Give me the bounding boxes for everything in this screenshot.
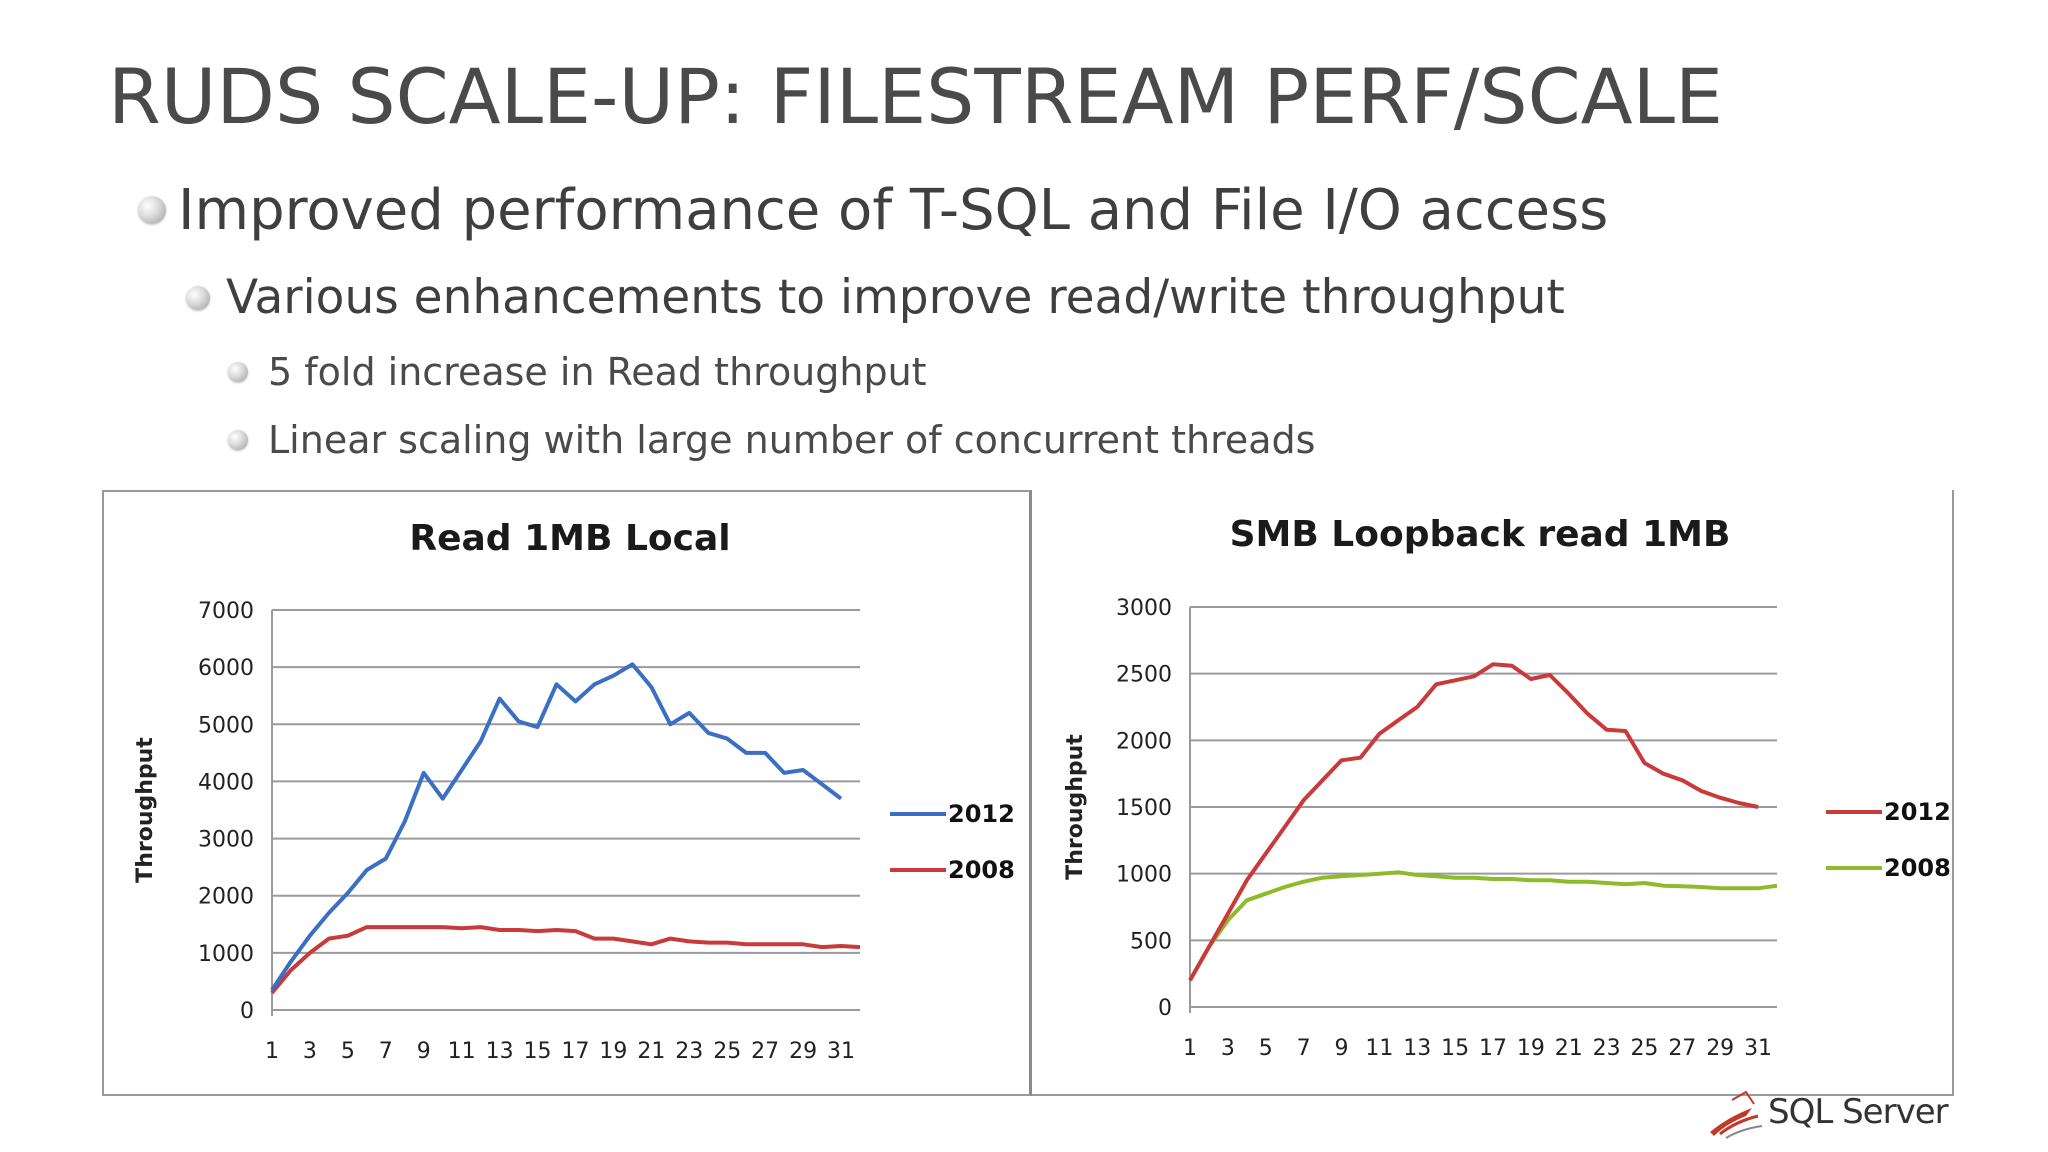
bullet-sphere-icon — [228, 362, 248, 382]
x-tick-label: 11 — [1365, 1036, 1393, 1061]
x-tick-label: 3 — [1221, 1036, 1235, 1061]
x-tick-label: 11 — [448, 1039, 476, 1064]
series-line-2008 — [270, 925, 861, 995]
legend-label-2012: 2012 — [1884, 798, 1951, 826]
series-line-2012 — [1188, 662, 1759, 982]
x-tick-label: 27 — [1668, 1036, 1696, 1061]
bullet-level-3: 5 fold increase in Read throughput — [228, 350, 927, 394]
x-tick-label: 1 — [1183, 1036, 1197, 1061]
sql-server-logo: SQL Server — [1706, 1086, 1949, 1146]
sql-server-logo-icon — [1710, 1090, 1763, 1139]
x-tick-label: 9 — [1334, 1036, 1348, 1061]
bullet-text: Improved performance of T-SQL and File I… — [178, 178, 1609, 243]
bullet-sphere-icon — [138, 196, 166, 224]
x-tick-label: 9 — [417, 1039, 431, 1064]
x-tick-label: 21 — [1555, 1036, 1583, 1061]
y-tick-label: 1500 — [1116, 796, 1172, 821]
y-tick-label: 1000 — [198, 942, 254, 967]
y-tick-label: 2500 — [1116, 663, 1172, 688]
bullet-text: Various enhancements to improve read/wri… — [226, 270, 1565, 325]
y-axis-label: Throughput — [1063, 734, 1088, 880]
x-tick-label: 19 — [599, 1039, 627, 1064]
y-tick-label: 3000 — [198, 828, 254, 853]
chart-read-1mb-local: Read 1MB Local 0 1000 2000 3000 4000 5000 6000 7… — [102, 490, 1032, 1096]
x-tick-label: 25 — [713, 1039, 741, 1064]
x-tick-label: 19 — [1517, 1036, 1545, 1061]
x-tick-label: 17 — [1479, 1036, 1507, 1061]
x-tick-label: 15 — [524, 1039, 552, 1064]
x-tick-label: 5 — [1259, 1036, 1273, 1061]
legend-label-2008: 2008 — [948, 856, 1015, 884]
x-tick-label: 31 — [1744, 1036, 1772, 1061]
y-tick-label: 3000 — [1116, 596, 1172, 621]
x-tick-label: 31 — [827, 1039, 855, 1064]
chart-title: SMB Loopback read 1MB — [1230, 514, 1731, 555]
bullet-text: 5 fold increase in Read throughput — [268, 350, 927, 394]
y-tick-label: 4000 — [198, 770, 254, 795]
bullet-text: Linear scaling with large number of conc… — [268, 418, 1316, 462]
x-tick-label: 15 — [1441, 1036, 1469, 1061]
x-tick-label: 23 — [675, 1039, 703, 1064]
chart-title: Read 1MB Local — [409, 518, 730, 559]
x-tick-label: 21 — [637, 1039, 665, 1064]
slide-title: RUDS SCALE-UP: FILESTREAM PERF/SCALE — [108, 52, 1723, 141]
x-tick-label: 17 — [561, 1039, 589, 1064]
x-tick-label: 27 — [751, 1039, 779, 1064]
chart-svg: Read 1MB Local 0 1000 2000 3000 4000 5000 6000 7… — [133, 518, 1015, 1064]
x-tick-label: 25 — [1630, 1036, 1658, 1061]
bullet-sphere-icon — [228, 430, 248, 450]
bullet-level-3: Linear scaling with large number of conc… — [228, 418, 1316, 462]
y-tick-label: 0 — [1158, 996, 1172, 1021]
x-tick-label: 1 — [265, 1039, 279, 1064]
y-tick-label: 6000 — [198, 656, 254, 681]
bullet-sphere-icon — [186, 286, 210, 310]
x-tick-label: 3 — [303, 1039, 317, 1064]
logo-text: SQL Server — [1768, 1092, 1949, 1132]
y-axis-label: Throughput — [133, 737, 158, 883]
y-tick-label: 0 — [240, 999, 254, 1024]
bullet-level-2: Various enhancements to improve read/wri… — [186, 270, 1565, 325]
y-tick-label: 7000 — [198, 599, 254, 624]
x-tick-label: 13 — [1403, 1036, 1431, 1061]
x-tick-label: 29 — [1706, 1036, 1734, 1061]
series-line-2012 — [270, 662, 843, 992]
x-tick-label: 5 — [341, 1039, 355, 1064]
y-tick-label: 2000 — [1116, 729, 1172, 754]
legend-label-2008: 2008 — [1884, 854, 1951, 882]
y-tick-label: 2000 — [198, 885, 254, 910]
y-tick-label: 500 — [1130, 929, 1172, 954]
chart-smb-loopback-read: SMB Loopback read 1MB 0 500 1000 1500 2000 250… — [1032, 490, 1954, 1096]
x-tick-label: 7 — [1297, 1036, 1311, 1061]
x-tick-label: 13 — [486, 1039, 514, 1064]
y-tick-label: 1000 — [1116, 863, 1172, 888]
legend-label-2012: 2012 — [948, 800, 1015, 828]
chart-svg: SMB Loopback read 1MB 0 500 1000 1500 2000 250… — [1063, 514, 1951, 1061]
series-line-2008 — [1188, 870, 1778, 982]
x-tick-label: 23 — [1593, 1036, 1621, 1061]
x-tick-label: 29 — [789, 1039, 817, 1064]
y-tick-label: 5000 — [198, 713, 254, 738]
bullet-level-1: Improved performance of T-SQL and File I… — [138, 178, 1609, 243]
x-tick-label: 7 — [379, 1039, 393, 1064]
